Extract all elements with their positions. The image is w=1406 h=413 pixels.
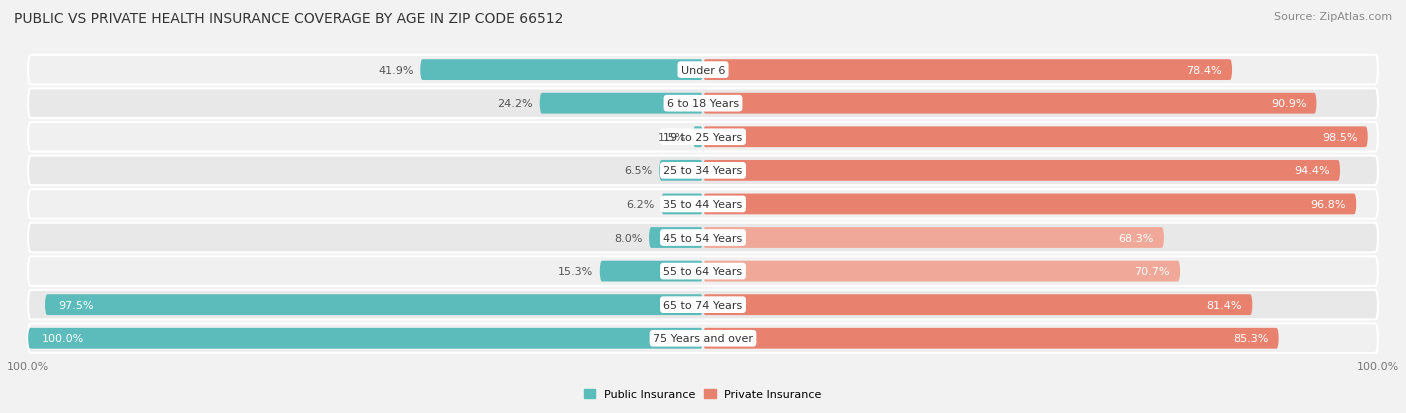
FancyBboxPatch shape	[540, 94, 703, 114]
FancyBboxPatch shape	[703, 228, 1164, 248]
FancyBboxPatch shape	[703, 94, 1316, 114]
FancyBboxPatch shape	[661, 194, 703, 215]
FancyBboxPatch shape	[600, 261, 703, 282]
Text: 98.5%: 98.5%	[1322, 133, 1358, 142]
Text: 1.5%: 1.5%	[658, 133, 686, 142]
FancyBboxPatch shape	[420, 60, 703, 81]
Text: 90.9%: 90.9%	[1271, 99, 1306, 109]
Text: 6 to 18 Years: 6 to 18 Years	[666, 99, 740, 109]
FancyBboxPatch shape	[28, 56, 1378, 85]
Text: 6.5%: 6.5%	[624, 166, 652, 176]
FancyBboxPatch shape	[693, 127, 703, 148]
Text: 41.9%: 41.9%	[378, 65, 413, 76]
Text: PUBLIC VS PRIVATE HEALTH INSURANCE COVERAGE BY AGE IN ZIP CODE 66512: PUBLIC VS PRIVATE HEALTH INSURANCE COVER…	[14, 12, 564, 26]
FancyBboxPatch shape	[28, 190, 1378, 219]
Text: 8.0%: 8.0%	[614, 233, 643, 243]
Text: 81.4%: 81.4%	[1206, 300, 1243, 310]
Text: Under 6: Under 6	[681, 65, 725, 76]
Text: 35 to 44 Years: 35 to 44 Years	[664, 199, 742, 209]
Text: 68.3%: 68.3%	[1118, 233, 1154, 243]
FancyBboxPatch shape	[28, 324, 1378, 353]
FancyBboxPatch shape	[28, 123, 1378, 152]
FancyBboxPatch shape	[28, 290, 1378, 320]
FancyBboxPatch shape	[703, 294, 1253, 315]
FancyBboxPatch shape	[703, 328, 1278, 349]
FancyBboxPatch shape	[45, 294, 703, 315]
Text: 45 to 54 Years: 45 to 54 Years	[664, 233, 742, 243]
Text: 15.3%: 15.3%	[558, 266, 593, 276]
Text: 97.5%: 97.5%	[59, 300, 94, 310]
Text: 75 Years and over: 75 Years and over	[652, 333, 754, 344]
Text: 6.2%: 6.2%	[626, 199, 654, 209]
FancyBboxPatch shape	[703, 127, 1368, 148]
Text: 85.3%: 85.3%	[1233, 333, 1268, 344]
FancyBboxPatch shape	[28, 223, 1378, 253]
Text: 96.8%: 96.8%	[1310, 199, 1346, 209]
Text: 70.7%: 70.7%	[1135, 266, 1170, 276]
FancyBboxPatch shape	[28, 328, 703, 349]
FancyBboxPatch shape	[659, 161, 703, 181]
Text: 78.4%: 78.4%	[1187, 65, 1222, 76]
FancyBboxPatch shape	[703, 194, 1357, 215]
Text: 24.2%: 24.2%	[498, 99, 533, 109]
Text: Source: ZipAtlas.com: Source: ZipAtlas.com	[1274, 12, 1392, 22]
Text: 55 to 64 Years: 55 to 64 Years	[664, 266, 742, 276]
FancyBboxPatch shape	[28, 156, 1378, 186]
Text: 65 to 74 Years: 65 to 74 Years	[664, 300, 742, 310]
FancyBboxPatch shape	[650, 228, 703, 248]
FancyBboxPatch shape	[703, 261, 1180, 282]
FancyBboxPatch shape	[28, 257, 1378, 286]
Legend: Public Insurance, Private Insurance: Public Insurance, Private Insurance	[579, 385, 827, 404]
Text: 25 to 34 Years: 25 to 34 Years	[664, 166, 742, 176]
FancyBboxPatch shape	[703, 161, 1340, 181]
Text: 100.0%: 100.0%	[42, 333, 84, 344]
Text: 19 to 25 Years: 19 to 25 Years	[664, 133, 742, 142]
FancyBboxPatch shape	[28, 89, 1378, 119]
Text: 94.4%: 94.4%	[1295, 166, 1330, 176]
FancyBboxPatch shape	[703, 60, 1232, 81]
